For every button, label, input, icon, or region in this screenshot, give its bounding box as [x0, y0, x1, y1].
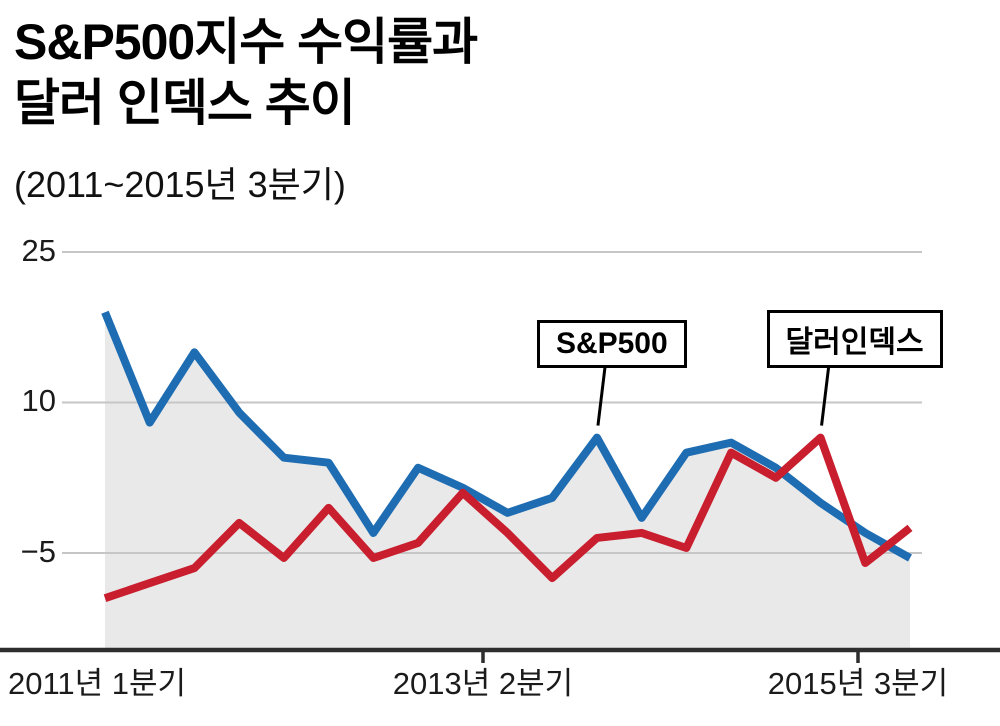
y-tick-label-25: 25 — [21, 233, 56, 268]
sp500-line — [101, 310, 912, 562]
area-fill — [105, 312, 910, 650]
x-tick-label-2013q2: 2013년 2분기 — [392, 666, 574, 701]
y-tick-label-minus5: −5 — [20, 534, 56, 569]
x-tick-label-2011q1: 2011년 1분기 — [8, 666, 187, 701]
sp500-callout: S&P500 — [536, 319, 687, 368]
annotation-pointer — [820, 367, 831, 426]
title-line-1: S&P500지수 수익률과 — [14, 14, 478, 70]
x-tick-label-2015q3: 2015년 3분기 — [767, 666, 949, 701]
chart-subtitle: (2011~2015년 3분기) — [14, 164, 346, 205]
y-tick-label-10: 10 — [21, 383, 56, 418]
title-line-2: 달러 인덱스 추이 — [14, 75, 356, 131]
dollar-index-callout: 달러인덱스 — [766, 309, 943, 368]
annotation-pointer — [596, 367, 607, 426]
dollar-index-line — [103, 433, 913, 602]
page-title: S&P500지수 수익률과 달러 인덱스 추이 — [14, 12, 478, 134]
